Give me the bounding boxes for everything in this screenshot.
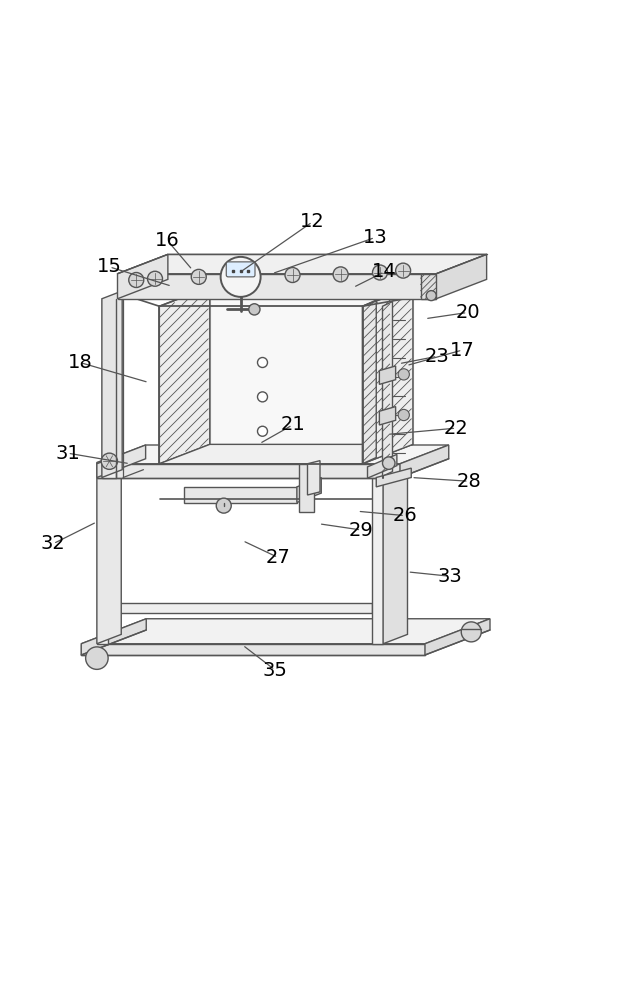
Text: 15: 15 (97, 257, 122, 276)
Text: 32: 32 (41, 534, 66, 553)
Circle shape (398, 369, 409, 380)
Circle shape (461, 622, 481, 642)
Circle shape (235, 268, 250, 283)
Text: 13: 13 (362, 228, 388, 247)
Text: 16: 16 (155, 231, 180, 250)
Polygon shape (97, 464, 400, 478)
Polygon shape (368, 454, 397, 478)
Polygon shape (184, 487, 297, 502)
Polygon shape (97, 453, 121, 644)
Polygon shape (425, 619, 490, 655)
Polygon shape (400, 445, 449, 478)
Circle shape (382, 457, 395, 469)
Polygon shape (118, 254, 168, 299)
Circle shape (216, 498, 231, 513)
Circle shape (249, 304, 260, 315)
Polygon shape (81, 644, 425, 655)
Text: 35: 35 (262, 660, 288, 680)
Polygon shape (379, 407, 396, 425)
Circle shape (426, 291, 436, 301)
Text: 28: 28 (456, 472, 481, 491)
Text: 33: 33 (438, 567, 462, 586)
Polygon shape (362, 300, 376, 464)
Circle shape (372, 265, 388, 280)
Polygon shape (102, 291, 122, 478)
Polygon shape (97, 462, 108, 644)
Polygon shape (382, 302, 392, 476)
Text: 23: 23 (425, 347, 450, 366)
Polygon shape (102, 299, 116, 478)
Polygon shape (299, 464, 314, 512)
Text: 20: 20 (455, 303, 480, 322)
FancyBboxPatch shape (226, 262, 255, 277)
Polygon shape (383, 456, 408, 644)
Polygon shape (108, 603, 372, 612)
Polygon shape (308, 461, 320, 495)
Text: 27: 27 (266, 548, 291, 567)
Circle shape (221, 257, 261, 297)
Polygon shape (97, 445, 146, 478)
Polygon shape (210, 287, 413, 444)
Circle shape (285, 267, 300, 282)
Text: 17: 17 (450, 340, 475, 360)
Polygon shape (421, 274, 436, 299)
Circle shape (333, 267, 348, 282)
Circle shape (191, 269, 206, 284)
Circle shape (258, 358, 268, 367)
Polygon shape (81, 619, 490, 644)
Circle shape (396, 263, 411, 278)
Polygon shape (97, 445, 449, 464)
Polygon shape (376, 468, 411, 487)
Circle shape (258, 426, 268, 436)
Text: 12: 12 (300, 212, 325, 231)
Circle shape (86, 647, 108, 669)
Polygon shape (159, 444, 413, 464)
Polygon shape (372, 466, 383, 644)
Circle shape (129, 272, 144, 288)
Polygon shape (436, 254, 487, 299)
Polygon shape (362, 287, 413, 464)
Polygon shape (81, 619, 146, 655)
Text: 26: 26 (392, 506, 418, 525)
Circle shape (258, 392, 268, 402)
Text: 14: 14 (372, 262, 397, 281)
Circle shape (148, 271, 162, 286)
Text: 22: 22 (444, 419, 469, 438)
Circle shape (398, 409, 409, 421)
Text: 18: 18 (68, 353, 92, 372)
Polygon shape (118, 274, 436, 299)
Polygon shape (379, 366, 396, 384)
Polygon shape (297, 478, 321, 502)
Text: 29: 29 (349, 520, 374, 540)
Polygon shape (159, 287, 210, 464)
Polygon shape (118, 254, 487, 274)
Circle shape (101, 453, 118, 469)
Text: 21: 21 (280, 416, 305, 434)
Text: 31: 31 (55, 444, 80, 463)
